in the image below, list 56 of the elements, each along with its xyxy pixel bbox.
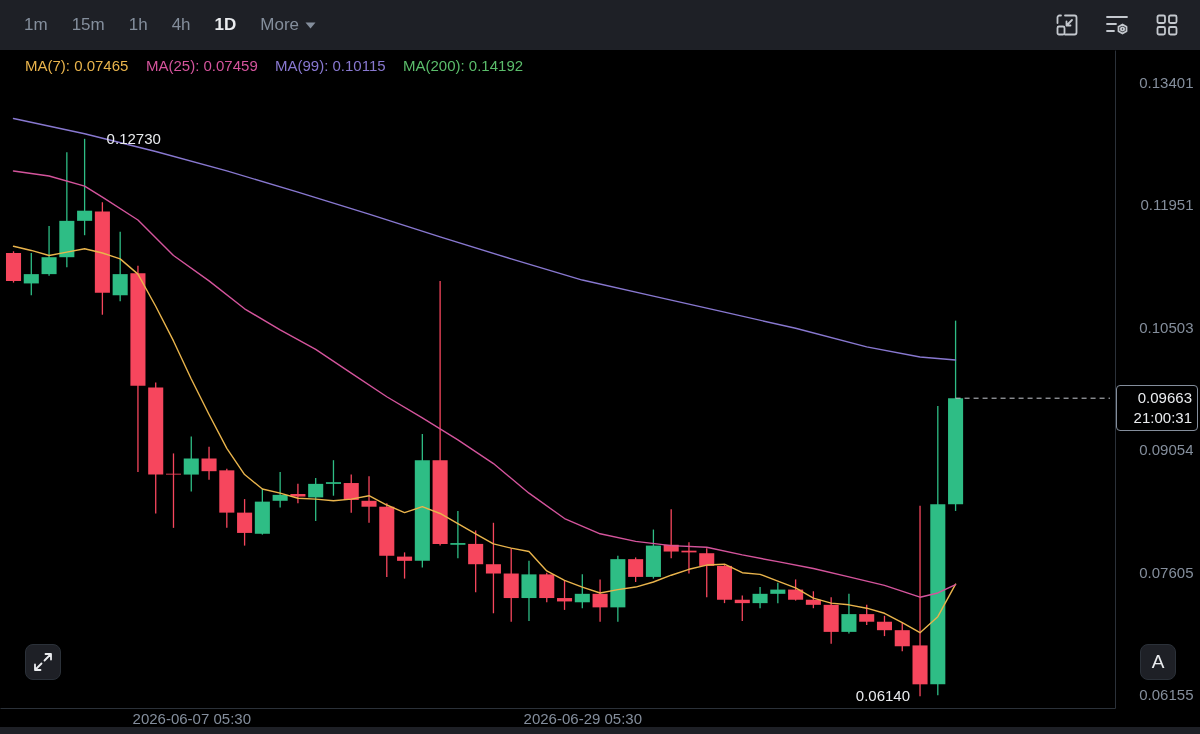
candlestick	[325, 459, 341, 497]
text: MA(25): 0.07459	[146, 56, 258, 74]
y-tick-label: 0.09054	[1139, 441, 1194, 459]
line-series	[12, 170, 957, 598]
candlestick	[539, 572, 555, 603]
y-tick-label: 0.11951	[1140, 196, 1194, 214]
candlestick	[788, 578, 804, 602]
text: 15m	[71, 15, 105, 35]
candlestick	[876, 615, 893, 637]
candlestick	[397, 551, 413, 580]
y-tick-label: 0.07605	[1139, 563, 1194, 581]
candlestick	[770, 582, 786, 604]
candlestick	[752, 586, 768, 609]
y-tick-label: 0.06155	[1139, 686, 1194, 704]
text: 1h	[128, 15, 148, 35]
text: 1D	[214, 15, 237, 35]
text: More	[260, 15, 300, 35]
annotation: 0.12730	[106, 129, 161, 147]
candlestick	[628, 556, 644, 583]
text: 21:00:31	[1132, 408, 1192, 429]
candlestick	[841, 593, 857, 635]
candlestick	[485, 522, 501, 614]
candlestick	[183, 435, 199, 493]
candlestick	[112, 231, 128, 302]
text: 1m	[24, 15, 48, 35]
candlestick	[308, 477, 324, 522]
candlestick	[521, 560, 537, 622]
line-series	[12, 245, 957, 634]
candlestick	[361, 475, 377, 524]
x-tick-label: 2026-06-07 05:30	[132, 709, 251, 727]
text: MA(99): 0.10115	[275, 56, 386, 74]
candlestick	[41, 225, 57, 277]
y-tick-label: 0.10503	[1139, 318, 1194, 336]
candlestick	[574, 573, 590, 609]
text: MA(7): 0.07465	[25, 56, 129, 74]
candlestick	[237, 498, 253, 547]
candlestick	[77, 138, 93, 236]
annotation: 0.06140	[855, 687, 911, 705]
candlestick	[468, 529, 484, 593]
candlestick	[272, 471, 288, 509]
text: 4h	[171, 15, 191, 35]
ref-line-label: 0.09663	[1136, 388, 1192, 409]
line-series	[12, 117, 957, 361]
candlestick	[699, 547, 715, 598]
candlestick	[201, 446, 217, 481]
candlestick	[290, 483, 306, 504]
y-tick-label: 0.13401	[1139, 73, 1194, 91]
candlestick	[894, 621, 910, 652]
candlestick	[450, 510, 466, 559]
candlestick	[165, 452, 182, 529]
legend-label: MA(200): 0.14192	[403, 56, 524, 74]
candlestick	[23, 252, 39, 296]
candlestick	[592, 578, 608, 623]
candlestick	[343, 473, 359, 514]
candlestick	[859, 604, 875, 626]
x-tick-label: 2026-06-29 05:30	[523, 709, 643, 727]
